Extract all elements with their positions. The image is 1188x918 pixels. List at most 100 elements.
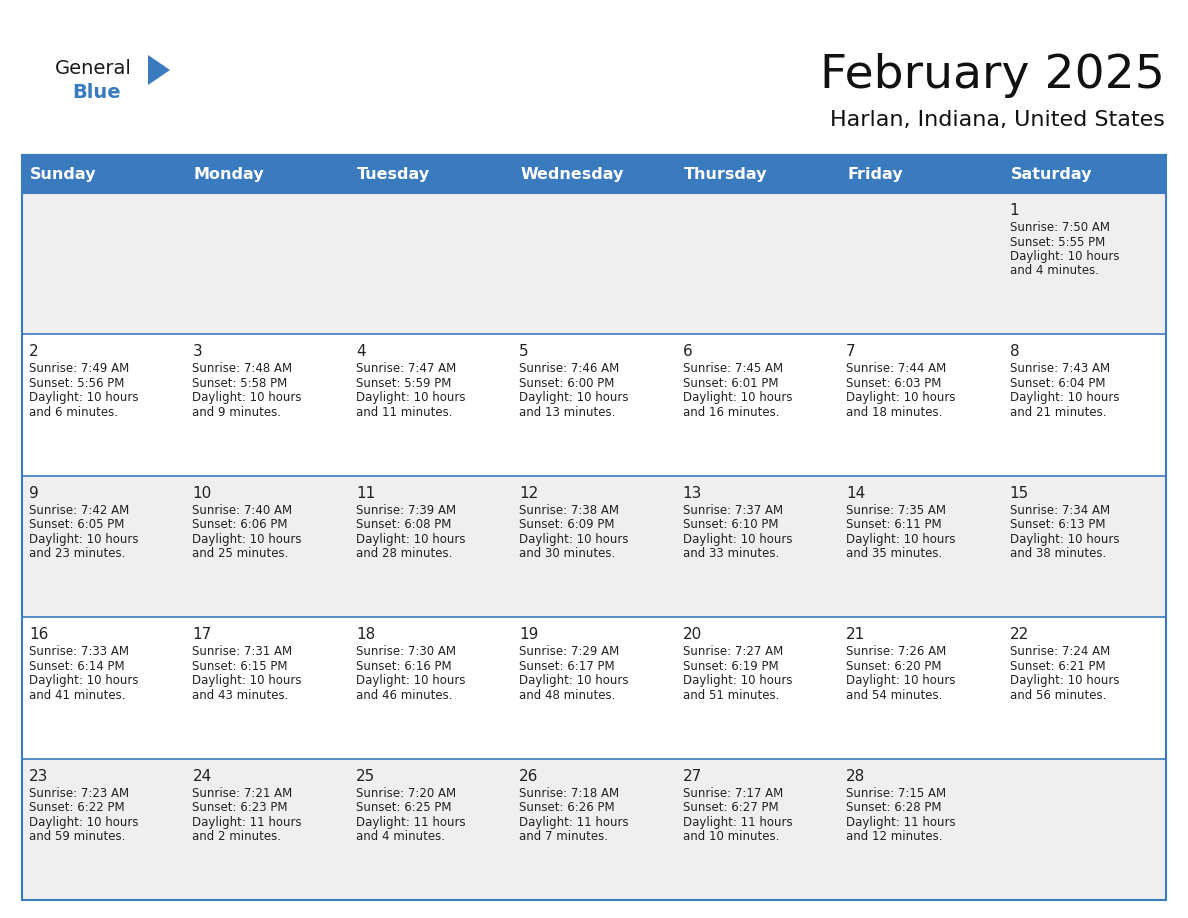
Text: 19: 19 — [519, 627, 538, 643]
Text: and 59 minutes.: and 59 minutes. — [29, 830, 126, 843]
Text: and 33 minutes.: and 33 minutes. — [683, 547, 779, 560]
Text: and 7 minutes.: and 7 minutes. — [519, 830, 608, 843]
Text: Sunrise: 7:29 AM: Sunrise: 7:29 AM — [519, 645, 619, 658]
Text: Sunset: 6:00 PM: Sunset: 6:00 PM — [519, 377, 614, 390]
Text: Tuesday: Tuesday — [356, 166, 430, 182]
Text: 2: 2 — [29, 344, 39, 360]
Bar — [839, 155, 1003, 193]
Text: and 41 minutes.: and 41 minutes. — [29, 688, 126, 701]
Text: and 43 minutes.: and 43 minutes. — [192, 688, 289, 701]
Text: and 56 minutes.: and 56 minutes. — [1010, 688, 1106, 701]
Text: 3: 3 — [192, 344, 202, 360]
Text: 16: 16 — [29, 627, 49, 643]
Text: Sunset: 6:25 PM: Sunset: 6:25 PM — [356, 801, 451, 814]
Text: Sunrise: 7:18 AM: Sunrise: 7:18 AM — [519, 787, 619, 800]
Bar — [676, 758, 839, 900]
Text: and 23 minutes.: and 23 minutes. — [29, 547, 126, 560]
Text: and 18 minutes.: and 18 minutes. — [846, 406, 942, 419]
Text: Monday: Monday — [194, 166, 264, 182]
Text: Sunset: 6:04 PM: Sunset: 6:04 PM — [1010, 377, 1105, 390]
Text: Daylight: 10 hours: Daylight: 10 hours — [192, 674, 302, 688]
Text: Sunset: 6:14 PM: Sunset: 6:14 PM — [29, 660, 125, 673]
Text: and 6 minutes.: and 6 minutes. — [29, 406, 118, 419]
Text: Sunset: 6:26 PM: Sunset: 6:26 PM — [519, 801, 615, 814]
Text: Daylight: 10 hours: Daylight: 10 hours — [683, 674, 792, 688]
Text: Sunset: 6:03 PM: Sunset: 6:03 PM — [846, 377, 942, 390]
Bar — [349, 193, 512, 334]
Text: Sunrise: 7:35 AM: Sunrise: 7:35 AM — [846, 504, 946, 517]
Text: Sunset: 6:28 PM: Sunset: 6:28 PM — [846, 801, 942, 814]
Text: Daylight: 11 hours: Daylight: 11 hours — [356, 815, 466, 829]
Text: Sunrise: 7:27 AM: Sunrise: 7:27 AM — [683, 645, 783, 658]
Text: Sunday: Sunday — [30, 166, 96, 182]
Text: Sunrise: 7:46 AM: Sunrise: 7:46 AM — [519, 363, 619, 375]
Text: and 28 minutes.: and 28 minutes. — [356, 547, 453, 560]
Text: Daylight: 10 hours: Daylight: 10 hours — [1010, 674, 1119, 688]
Text: and 30 minutes.: and 30 minutes. — [519, 547, 615, 560]
Text: General: General — [55, 59, 132, 77]
Text: 17: 17 — [192, 627, 211, 643]
Text: Sunrise: 7:20 AM: Sunrise: 7:20 AM — [356, 787, 456, 800]
Text: Thursday: Thursday — [684, 166, 767, 182]
Text: Sunset: 5:55 PM: Sunset: 5:55 PM — [1010, 236, 1105, 249]
Text: 1: 1 — [1010, 203, 1019, 218]
Text: Daylight: 10 hours: Daylight: 10 hours — [519, 391, 628, 405]
Text: Daylight: 10 hours: Daylight: 10 hours — [1010, 532, 1119, 546]
Text: Sunrise: 7:47 AM: Sunrise: 7:47 AM — [356, 363, 456, 375]
Text: and 2 minutes.: and 2 minutes. — [192, 830, 282, 843]
Text: Sunset: 6:17 PM: Sunset: 6:17 PM — [519, 660, 615, 673]
Bar — [23, 476, 185, 617]
Text: Daylight: 10 hours: Daylight: 10 hours — [1010, 250, 1119, 263]
Bar — [1003, 758, 1165, 900]
Text: Sunset: 6:20 PM: Sunset: 6:20 PM — [846, 660, 942, 673]
Text: Daylight: 11 hours: Daylight: 11 hours — [846, 815, 956, 829]
Text: Sunrise: 7:30 AM: Sunrise: 7:30 AM — [356, 645, 456, 658]
Text: Daylight: 11 hours: Daylight: 11 hours — [683, 815, 792, 829]
Bar — [839, 334, 1003, 476]
Text: 11: 11 — [356, 486, 375, 501]
Text: 22: 22 — [1010, 627, 1029, 643]
Text: Sunset: 6:11 PM: Sunset: 6:11 PM — [846, 519, 942, 532]
Text: Sunset: 5:58 PM: Sunset: 5:58 PM — [192, 377, 287, 390]
Text: Sunset: 6:22 PM: Sunset: 6:22 PM — [29, 801, 125, 814]
Text: Harlan, Indiana, United States: Harlan, Indiana, United States — [830, 110, 1165, 130]
Bar — [512, 476, 676, 617]
Text: Sunset: 6:06 PM: Sunset: 6:06 PM — [192, 519, 287, 532]
Bar — [349, 334, 512, 476]
Text: Sunrise: 7:39 AM: Sunrise: 7:39 AM — [356, 504, 456, 517]
Text: and 54 minutes.: and 54 minutes. — [846, 688, 942, 701]
Text: 4: 4 — [356, 344, 366, 360]
Text: and 4 minutes.: and 4 minutes. — [1010, 264, 1099, 277]
Text: Daylight: 10 hours: Daylight: 10 hours — [846, 532, 955, 546]
Text: Sunrise: 7:21 AM: Sunrise: 7:21 AM — [192, 787, 292, 800]
Polygon shape — [148, 55, 170, 85]
Text: Sunset: 6:19 PM: Sunset: 6:19 PM — [683, 660, 778, 673]
Text: 28: 28 — [846, 768, 865, 784]
Bar — [23, 193, 185, 334]
Text: and 4 minutes.: and 4 minutes. — [356, 830, 444, 843]
Text: Sunset: 6:16 PM: Sunset: 6:16 PM — [356, 660, 451, 673]
Bar — [676, 334, 839, 476]
Text: Blue: Blue — [72, 84, 121, 103]
Text: and 11 minutes.: and 11 minutes. — [356, 406, 453, 419]
Bar — [512, 617, 676, 758]
Text: Sunrise: 7:23 AM: Sunrise: 7:23 AM — [29, 787, 129, 800]
Text: 20: 20 — [683, 627, 702, 643]
Bar — [185, 155, 349, 193]
Bar — [349, 758, 512, 900]
Text: Sunrise: 7:15 AM: Sunrise: 7:15 AM — [846, 787, 947, 800]
Text: Daylight: 10 hours: Daylight: 10 hours — [519, 674, 628, 688]
Text: and 35 minutes.: and 35 minutes. — [846, 547, 942, 560]
Text: Sunset: 6:13 PM: Sunset: 6:13 PM — [1010, 519, 1105, 532]
Text: Sunrise: 7:45 AM: Sunrise: 7:45 AM — [683, 363, 783, 375]
Bar — [349, 617, 512, 758]
Bar — [839, 617, 1003, 758]
Text: Sunrise: 7:49 AM: Sunrise: 7:49 AM — [29, 363, 129, 375]
Bar — [23, 155, 185, 193]
Text: Wednesday: Wednesday — [520, 166, 624, 182]
Bar — [23, 758, 185, 900]
Text: and 9 minutes.: and 9 minutes. — [192, 406, 282, 419]
Bar — [1003, 155, 1165, 193]
Text: Daylight: 10 hours: Daylight: 10 hours — [29, 391, 139, 405]
Bar — [839, 476, 1003, 617]
